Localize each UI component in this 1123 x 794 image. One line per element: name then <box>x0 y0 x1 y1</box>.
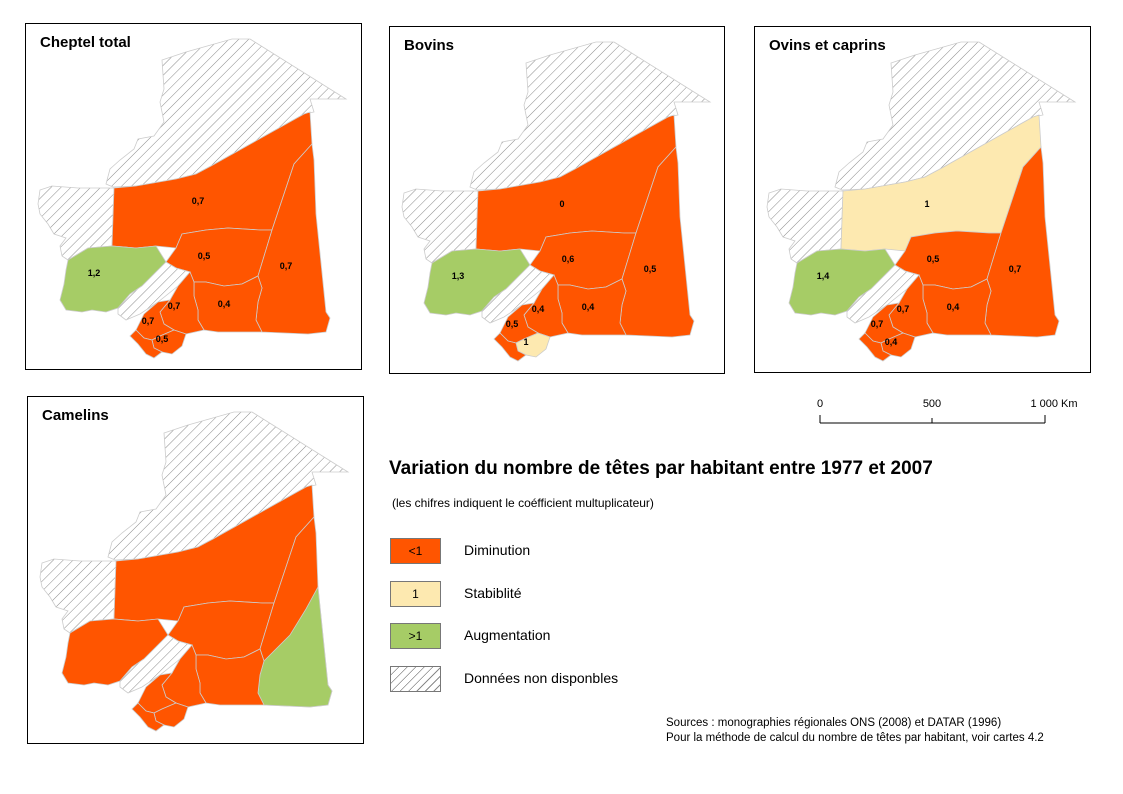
value-label-tagant: 0,5 <box>927 254 940 264</box>
map-title: Camelins <box>42 407 109 424</box>
region-guidimaka <box>129 329 163 359</box>
value-label-trarza: 1,3 <box>452 271 465 281</box>
legend-item-stabilite: 1 Stabiblité <box>390 581 790 609</box>
legend-swatch-augmentation: >1 <box>390 623 441 649</box>
value-label-hodh-chargui: 0,7 <box>1009 264 1022 274</box>
value-label-gorgol: 0,5 <box>156 334 169 344</box>
value-label-trarza: 1,4 <box>817 271 830 281</box>
value-label-hodh-gharbi: 0,4 <box>582 302 595 312</box>
scale-label-1000: 1 000 Km <box>1030 398 1077 410</box>
scale-bar: 0 500 1 000 Km <box>817 398 1078 424</box>
value-label-tagant: 0,5 <box>198 251 211 261</box>
map-panel-camelins: Camelins <box>27 396 364 744</box>
value-label-assaba: 0,7 <box>897 304 910 314</box>
value-label-trarza: 1,2 <box>88 268 101 278</box>
value-label-gorgol: 0,4 <box>885 337 898 347</box>
map-panel-bovins: Bovins 0 0,6 0,5 0,4 1,3 0,4 0,5 1 <box>389 26 725 374</box>
map-panel-cheptel-total: Cheptel total 0,7 0,5 0,7 0,4 1,2 0,7 0,7 0,5 <box>25 23 362 370</box>
value-label-gorgol: 1 <box>523 337 528 347</box>
scale-label-0: 0 <box>817 398 823 410</box>
map-title: Bovins <box>404 37 455 54</box>
value-label-tagant: 0,6 <box>562 254 575 264</box>
legend-item-diminution: <1 Diminution <box>390 538 790 566</box>
value-label-adrar-inchiri: 0,7 <box>192 196 205 206</box>
value-label-assaba: 0,4 <box>532 304 545 314</box>
map-cheptel-total: 0,70,50,70,41,20,70,70,5 <box>37 38 348 359</box>
value-label-brakna: 0,7 <box>871 319 884 329</box>
map-bovins: 0 0,6 0,5 0,4 1,3 0,4 0,5 1 <box>401 41 712 362</box>
legend-label: Augmentation <box>464 627 551 643</box>
scale-label-500: 500 <box>923 398 941 410</box>
legend-item-augmentation: >1 Augmentation <box>390 623 790 651</box>
map-ovins-caprins: 10,50,70,41,40,70,70,4 <box>766 41 1077 362</box>
region-nouakchott <box>481 264 555 324</box>
region-west-coast <box>766 188 844 264</box>
region-west-coast <box>37 185 115 261</box>
value-label-brakna: 0,5 <box>506 319 519 329</box>
value-label-assaba: 0,7 <box>168 301 181 311</box>
map-camelins <box>39 411 350 732</box>
value-label-brakna: 0,7 <box>142 316 155 326</box>
value-label-hodh-gharbi: 0,4 <box>218 299 231 309</box>
value-label-hodh-chargui: 0,5 <box>644 264 657 274</box>
sources-line: Sources : monographies régionales ONS (2… <box>666 717 1002 729</box>
region-guidimaka <box>858 332 892 362</box>
region-west-coast <box>401 188 479 264</box>
value-label-hodh-gharbi: 0,4 <box>947 302 960 312</box>
legend-item-non-disponible: Données non disponbles <box>390 666 790 694</box>
sources-line: Pour la méthode de calcul du nombre de t… <box>666 732 1044 744</box>
region-guidimaka <box>131 702 165 732</box>
legend-swatch-hatched <box>390 666 441 692</box>
map-title: Cheptel total <box>40 34 131 51</box>
value-label-hodh-chargui: 0,7 <box>280 261 293 271</box>
region-guidimaka <box>493 332 527 362</box>
value-label-adrar-inchiri: 0 <box>559 199 564 209</box>
sources-note: Sources : monographies régionales ONS (2… <box>666 716 1044 746</box>
region-nouakchott <box>117 261 191 321</box>
legend-swatch-stabilite: 1 <box>390 581 441 607</box>
legend-swatch-diminution: <1 <box>390 538 441 564</box>
region-west-coast <box>39 558 117 634</box>
legend-label: Diminution <box>464 542 531 558</box>
legend-label: Données non disponbles <box>464 670 619 686</box>
map-panel-ovins-caprins: Ovins et caprins 1 0,5 0,7 0,4 1,4 0,7 0,7 0,4 <box>754 26 1091 373</box>
region-nouakchott <box>119 634 193 694</box>
map-title: Ovins et caprins <box>769 37 886 54</box>
value-label-adrar-inchiri: 1 <box>924 199 929 209</box>
legend-title: Variation du nombre de têtes par habitan… <box>389 458 933 479</box>
legend-label: Stabiblité <box>464 585 522 601</box>
region-nouakchott <box>846 264 920 324</box>
legend-subtitle: (les chifres indiquent le coéfficient mu… <box>392 496 654 510</box>
